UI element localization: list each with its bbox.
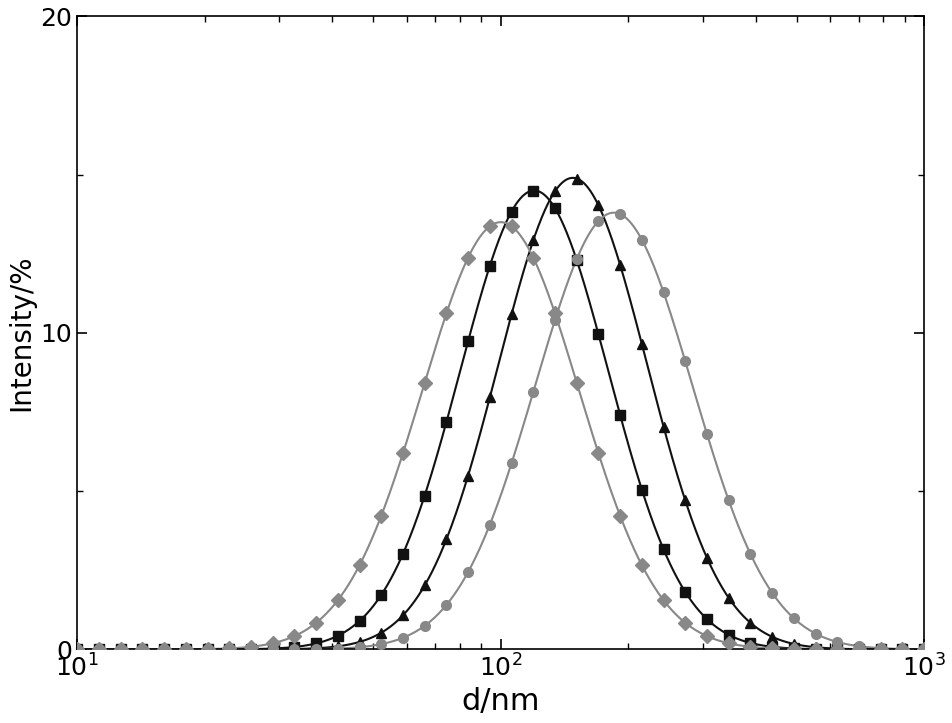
X-axis label: d/nm: d/nm xyxy=(461,687,540,716)
Y-axis label: Intensity/%: Intensity/% xyxy=(7,254,35,411)
